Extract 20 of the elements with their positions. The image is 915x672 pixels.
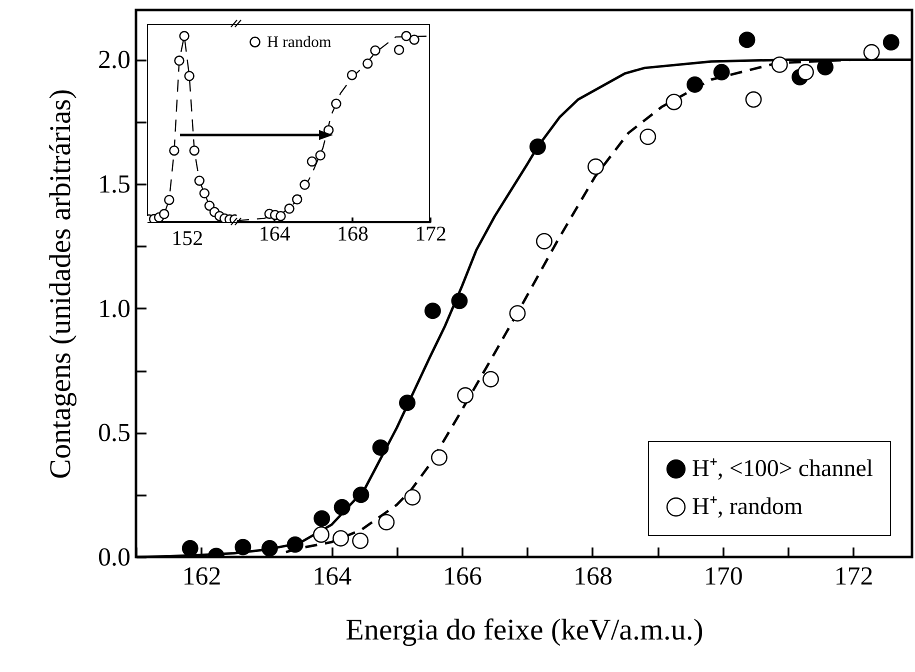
y-tick-label: 1.5 xyxy=(98,170,130,199)
x-tick-label: 164 xyxy=(258,222,291,246)
y-tick-label: 0.0 xyxy=(98,542,130,572)
x-tick-label: 164 xyxy=(312,562,352,590)
legend-label: H⁺, <100> channel xyxy=(692,456,874,482)
x-tick-label: 162 xyxy=(182,562,222,590)
x-axis-title: Energia do feixe (keV/a.m.u.) xyxy=(346,614,704,646)
y-tick-label: 2.0 xyxy=(98,45,130,74)
y-tick-label: 0.5 xyxy=(98,418,130,448)
legend-label: H random xyxy=(266,34,332,51)
x-tick-label: 166 xyxy=(443,562,482,590)
x-tick-label: 172 xyxy=(834,562,874,590)
x-tick-label: 168 xyxy=(573,562,612,590)
x-tick-label: 170 xyxy=(704,562,743,590)
x-tick-label: 168 xyxy=(336,222,368,246)
legend-label: H⁺, random xyxy=(692,494,803,520)
y-axis-title: Contagens (unidades arbitrárias) xyxy=(44,89,77,479)
annotation: 152 xyxy=(172,226,204,250)
y-tick-label: 1.0 xyxy=(98,294,130,323)
x-tick-label: 172 xyxy=(414,222,446,246)
